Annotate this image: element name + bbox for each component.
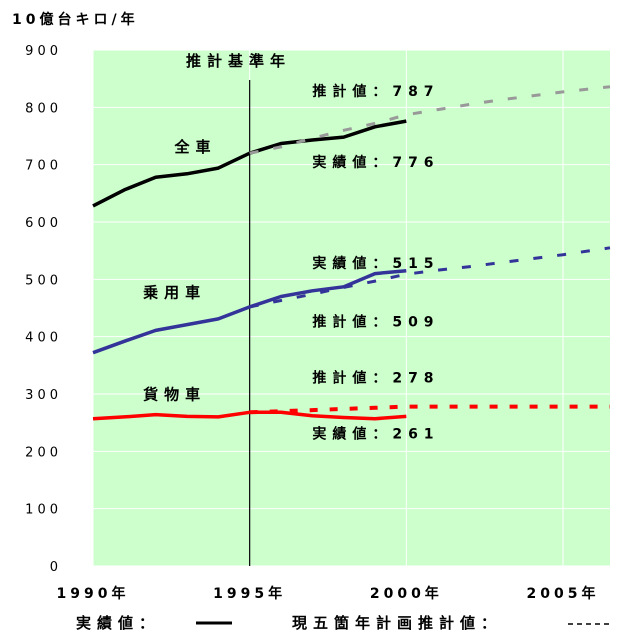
y-tick-labels: 0 100 200 300 400 500 600 700 800 900 — [25, 44, 62, 575]
legend: 実績値： 現五箇年計画推計値： — [76, 614, 612, 632]
legend-actual-label: 実績値： — [76, 614, 160, 632]
y-tick-label: 900 — [25, 44, 62, 59]
y-axis-label: 10億台キロ/年 — [12, 11, 139, 28]
y-tick-label: 200 — [25, 445, 62, 460]
y-tick-label: 100 — [25, 503, 62, 518]
annotation-value: 実績値：776 — [312, 154, 439, 171]
x-tick-label: 1990年 — [57, 585, 130, 602]
plot-background — [93, 50, 610, 566]
x-tick-label: 2005年 — [527, 585, 600, 602]
base-year-group: 推計基準年 — [186, 52, 291, 566]
annotation-value: 実績値：261 — [312, 426, 439, 443]
annotation-series-label: 貨物車 — [143, 386, 206, 404]
y-tick-label: 500 — [25, 273, 62, 288]
legend-plan-label: 現五箇年計画推計値： — [292, 614, 502, 632]
x-tick-label: 1995年 — [213, 585, 286, 602]
y-tick-label: 300 — [25, 388, 62, 403]
base-year-label: 推計基準年 — [186, 52, 291, 70]
annotation-value: 実績値：515 — [312, 255, 439, 272]
plot-area — [93, 50, 610, 566]
annotation-value: 推計値：509 — [312, 313, 439, 330]
y-tick-label: 0 — [50, 560, 62, 575]
y-tick-label: 800 — [25, 101, 62, 116]
annotation-value: 推計値：278 — [312, 370, 439, 387]
y-tick-label: 700 — [25, 159, 62, 174]
annotations: 全車 推計値：787 実績値：776 乗用車 実績値：515 推計値：509 貨物車 推計値：… — [143, 83, 439, 443]
series-group — [92, 85, 611, 421]
x-tick-label: 2000年 — [370, 585, 443, 602]
x-tick-labels: 1990年 1995年 2000年 2005年 — [57, 585, 600, 602]
series-plan-1 — [249, 85, 611, 155]
annotation-series-label: 乗用車 — [143, 284, 206, 302]
y-tick-label: 600 — [25, 216, 62, 231]
y-tick-label: 400 — [25, 331, 62, 346]
annotation-value: 推計値：787 — [312, 83, 439, 100]
series-plan-3 — [249, 246, 611, 309]
series-plan-5 — [249, 404, 610, 415]
annotation-series-label: 全車 — [173, 138, 216, 156]
